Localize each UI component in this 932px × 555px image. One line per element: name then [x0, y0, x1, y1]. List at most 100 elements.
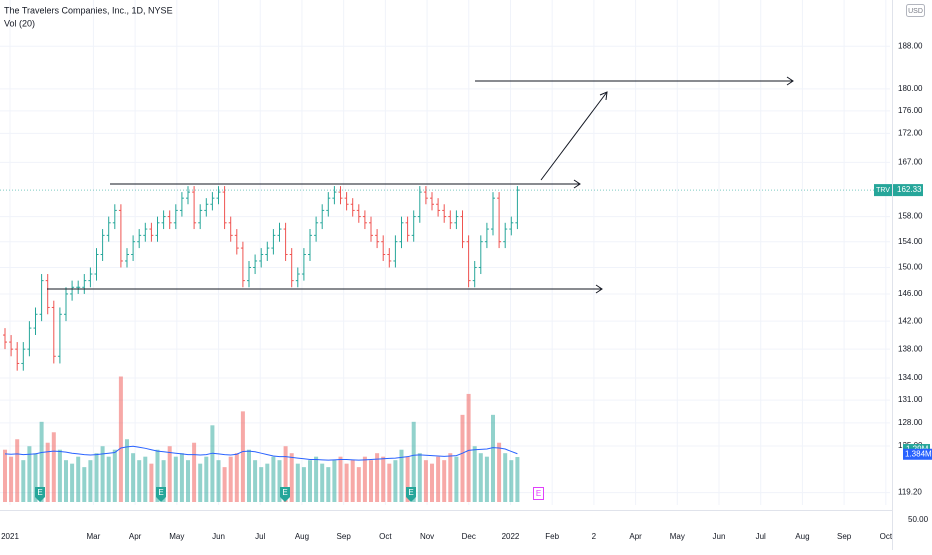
- x-tick-label: Jun: [713, 532, 726, 541]
- volume-bar: [295, 463, 300, 502]
- chart-title: The Travelers Companies, Inc., 1D, NYSE: [4, 5, 173, 15]
- earnings-text: E: [536, 489, 541, 498]
- volume-bar: [21, 460, 26, 502]
- volume-bar: [100, 446, 105, 502]
- volume-bar: [301, 467, 306, 502]
- x-tick-label: Sep: [337, 532, 352, 541]
- volume-bar: [15, 439, 20, 502]
- volume-bar: [64, 460, 68, 502]
- volume-bar: [247, 449, 251, 502]
- volume-bar: [149, 463, 154, 502]
- volume-bar: [33, 453, 38, 502]
- volume-bar: [259, 467, 264, 502]
- volume-bar: [240, 411, 245, 502]
- volume-bar: [70, 463, 75, 502]
- x-tick-label: Oct: [379, 532, 392, 541]
- y-tick-label: 128.00: [898, 418, 923, 427]
- volume-bar: [186, 460, 190, 502]
- volume-bar: [454, 456, 459, 502]
- volume-bar: [137, 460, 142, 502]
- volume-bar: [332, 460, 337, 502]
- x-tick-label: 2022: [502, 532, 520, 541]
- volume-ma-line: [4, 445, 518, 461]
- earnings-text: E: [282, 488, 287, 497]
- volume-bar: [94, 453, 99, 502]
- volume-bar: [460, 414, 465, 502]
- grid: [0, 0, 890, 505]
- volume-bar: [484, 456, 489, 502]
- earnings-text: E: [37, 488, 42, 497]
- volume-bar: [125, 439, 129, 502]
- volume-bar: [198, 463, 203, 502]
- volume-bar: [503, 453, 508, 502]
- volume-bar: [118, 376, 123, 502]
- y-tick-label: 188.00: [898, 41, 923, 50]
- volume-bar: [88, 460, 93, 502]
- y-tick-label: 154.00: [898, 237, 923, 246]
- volume-bar: [356, 467, 361, 502]
- volume-bar: [161, 460, 166, 502]
- volume-bar: [387, 463, 392, 502]
- volume-bar: [82, 467, 87, 502]
- y-tick-label: 158.00: [898, 212, 923, 221]
- indicator-label: Vol (20): [4, 18, 35, 28]
- y-tick-label: 172.00: [898, 129, 923, 138]
- x-tick-label: Jun: [212, 532, 225, 541]
- y-tick-label: 134.00: [898, 373, 923, 382]
- x-tick-label: May: [169, 532, 184, 541]
- volume-bar: [405, 456, 410, 502]
- currency-box: [906, 4, 925, 17]
- x-tick-label: Apr: [129, 532, 142, 541]
- earnings-icon: [280, 487, 290, 502]
- earnings-icon: [35, 487, 45, 502]
- volume-bar: [289, 453, 294, 502]
- volume-bar: [338, 456, 343, 502]
- volume-bar: [375, 453, 380, 502]
- earnings-text: E: [408, 488, 413, 497]
- x-tick-label: Sep: [837, 532, 852, 541]
- price-pane: [3, 186, 520, 371]
- breakout-line: [540, 91, 608, 181]
- volume-bar: [204, 456, 209, 502]
- volume-bar: [515, 457, 520, 502]
- volume-bar: [222, 467, 227, 502]
- volume-bar: [448, 453, 453, 502]
- volume-bar: [466, 393, 471, 502]
- y-tick-label: 167.00: [898, 157, 923, 166]
- y-tick-label: 150.00: [898, 263, 923, 272]
- volume-bar: [131, 453, 136, 502]
- last-price: 162.33: [897, 185, 922, 194]
- x-tick-label: Mar: [87, 532, 101, 541]
- y-tick-label: 119.20: [898, 488, 922, 497]
- currency: USD: [908, 8, 923, 15]
- arrow-head: [599, 91, 608, 101]
- volume-ma-label: 1.384M: [905, 449, 932, 458]
- volume-bar: [155, 449, 160, 502]
- volume-bar: [308, 460, 312, 502]
- volume-bar: [39, 421, 44, 502]
- y-tick-label: 138.00: [898, 344, 923, 353]
- earnings-icon: [406, 487, 416, 502]
- volume-bar: [417, 453, 422, 502]
- volume-bar: [436, 456, 441, 502]
- earnings-upcoming: [533, 487, 544, 500]
- x-tick-label: Dec: [462, 532, 476, 541]
- volume-bar: [399, 449, 404, 502]
- volume-bar: [326, 467, 331, 502]
- x-tick-label: Oct: [880, 532, 893, 541]
- y-tick-label: 50.00: [908, 515, 929, 524]
- volume-pane: [3, 376, 520, 502]
- volume-bar: [393, 460, 398, 502]
- y-tick-label: 146.00: [898, 289, 923, 298]
- volume-bar: [381, 456, 386, 502]
- x-tick-label: Jul: [255, 532, 265, 541]
- volume-bar: [350, 460, 355, 502]
- volume-bar: [362, 456, 367, 502]
- volume-bar: [344, 463, 349, 502]
- x-tick-label: May: [670, 532, 685, 541]
- volume-bar: [491, 414, 495, 502]
- volume-bar: [478, 453, 483, 502]
- volume-bar: [277, 460, 282, 502]
- volume-bar: [228, 456, 233, 502]
